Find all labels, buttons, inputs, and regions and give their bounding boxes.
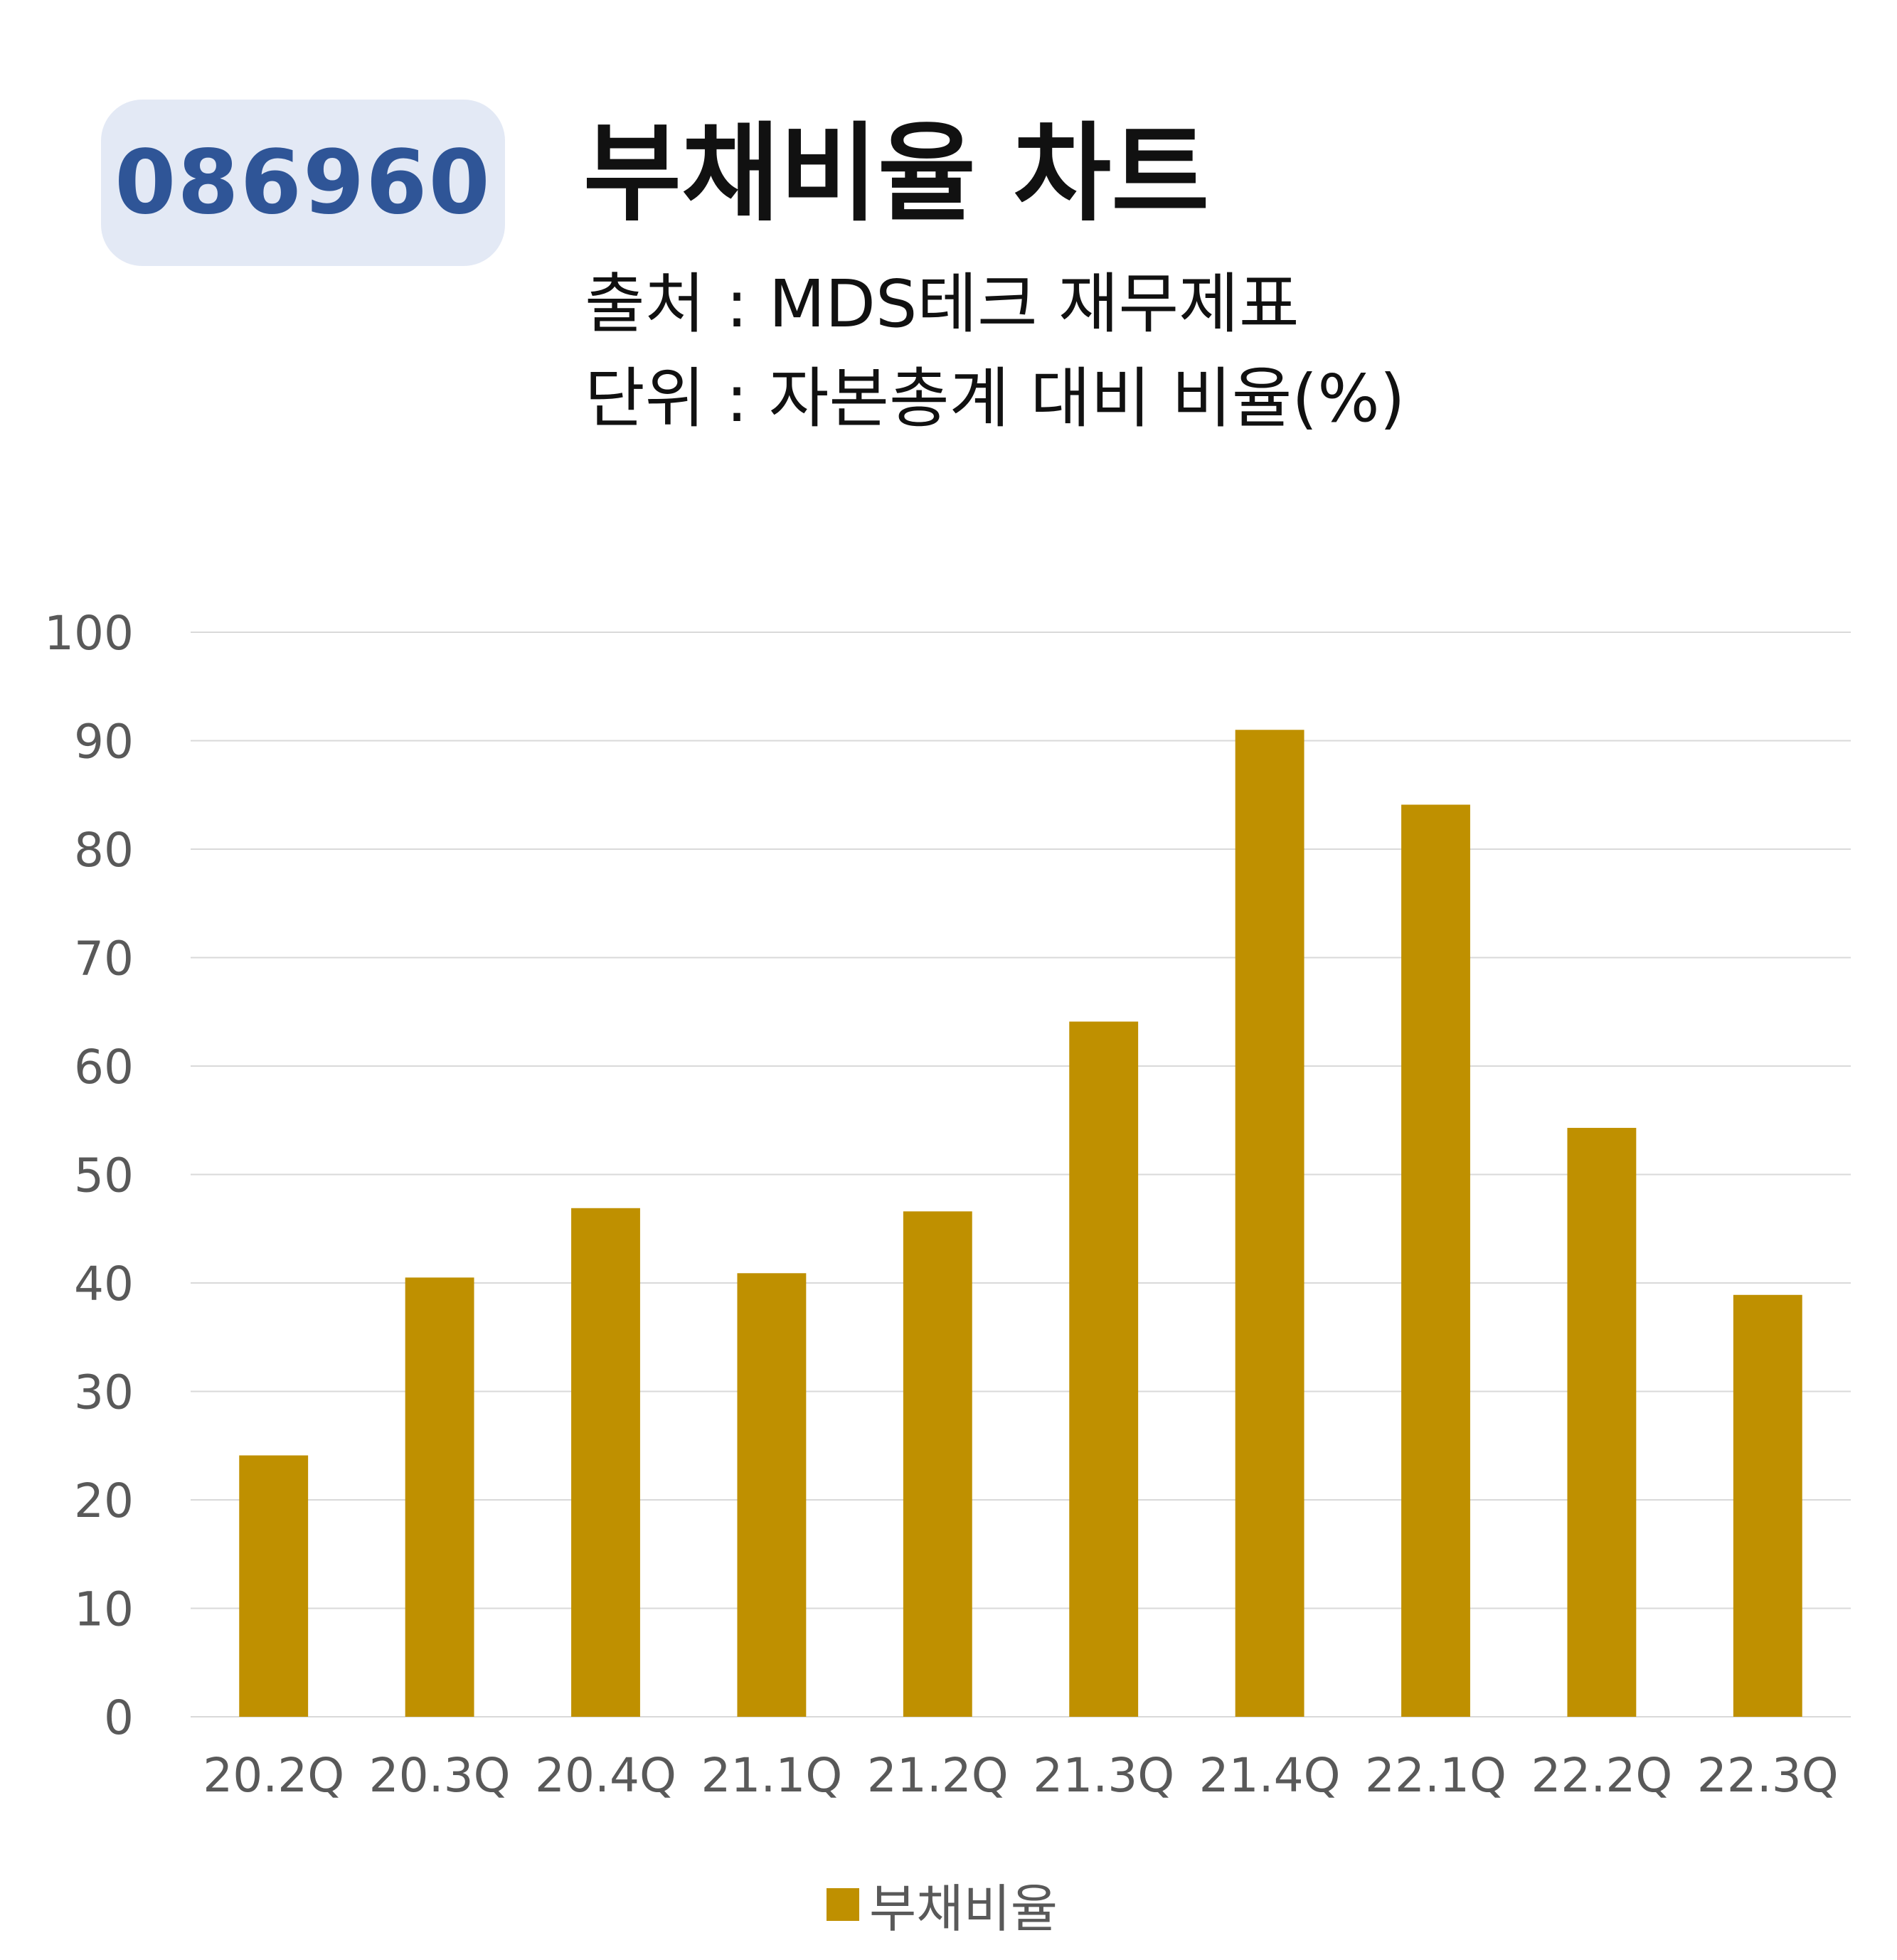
bar (1733, 1294, 1802, 1717)
legend: 부채비율 (827, 1867, 1058, 1942)
bar (903, 1211, 972, 1717)
x-tick-label: 22.2Q (1531, 1748, 1672, 1803)
stock-code-badge: 086960 (101, 100, 505, 266)
bar (405, 1277, 474, 1717)
y-tick-label: 20 (74, 1474, 134, 1528)
x-tick-label: 21.2Q (867, 1748, 1009, 1803)
x-tick-label: 20.2Q (203, 1748, 344, 1803)
chart-title: 부채비율 차트 (583, 112, 1210, 236)
bar (1567, 1127, 1637, 1717)
legend-swatch (827, 1887, 859, 1921)
y-tick-label: 10 (74, 1582, 134, 1637)
bar (1401, 804, 1470, 1717)
bar (737, 1273, 807, 1717)
y-tick-label: 80 (74, 823, 134, 878)
legend-label: 부채비율 (869, 1879, 1058, 1939)
source-label: 출처 : MDS테크 재무제표 (585, 266, 1300, 342)
bar-chart: 0 10 20 30 40 50 60 70 80 90 100 20.2Q 20.3Q 20.4Q 21.… (44, 606, 1851, 1803)
x-tick-label: 20.4Q (535, 1748, 676, 1803)
x-tick-label: 22.3Q (1697, 1748, 1839, 1803)
x-tick-label: 21.4Q (1199, 1748, 1341, 1803)
bar (1235, 730, 1304, 1717)
x-tick-label: 22.1Q (1365, 1748, 1507, 1803)
x-tick-label: 21.3Q (1033, 1748, 1174, 1803)
y-tick-label: 40 (74, 1257, 134, 1311)
x-tick-label: 21.1Q (701, 1748, 842, 1803)
y-tick-label: 50 (74, 1149, 134, 1203)
unit-label: 단위 : 자본총계 대비 비율(%) (585, 361, 1406, 437)
stock-code: 086960 (115, 132, 491, 234)
y-tick-label: 90 (74, 715, 134, 769)
bar (239, 1455, 309, 1717)
y-tick-label: 0 (104, 1690, 134, 1745)
bar (1069, 1021, 1139, 1717)
y-tick-label: 30 (74, 1365, 134, 1420)
y-tick-label: 100 (44, 606, 134, 661)
x-tick-label: 20.3Q (369, 1748, 511, 1803)
bar (571, 1208, 640, 1717)
y-tick-label: 60 (74, 1040, 134, 1094)
y-tick-label: 70 (74, 932, 134, 986)
